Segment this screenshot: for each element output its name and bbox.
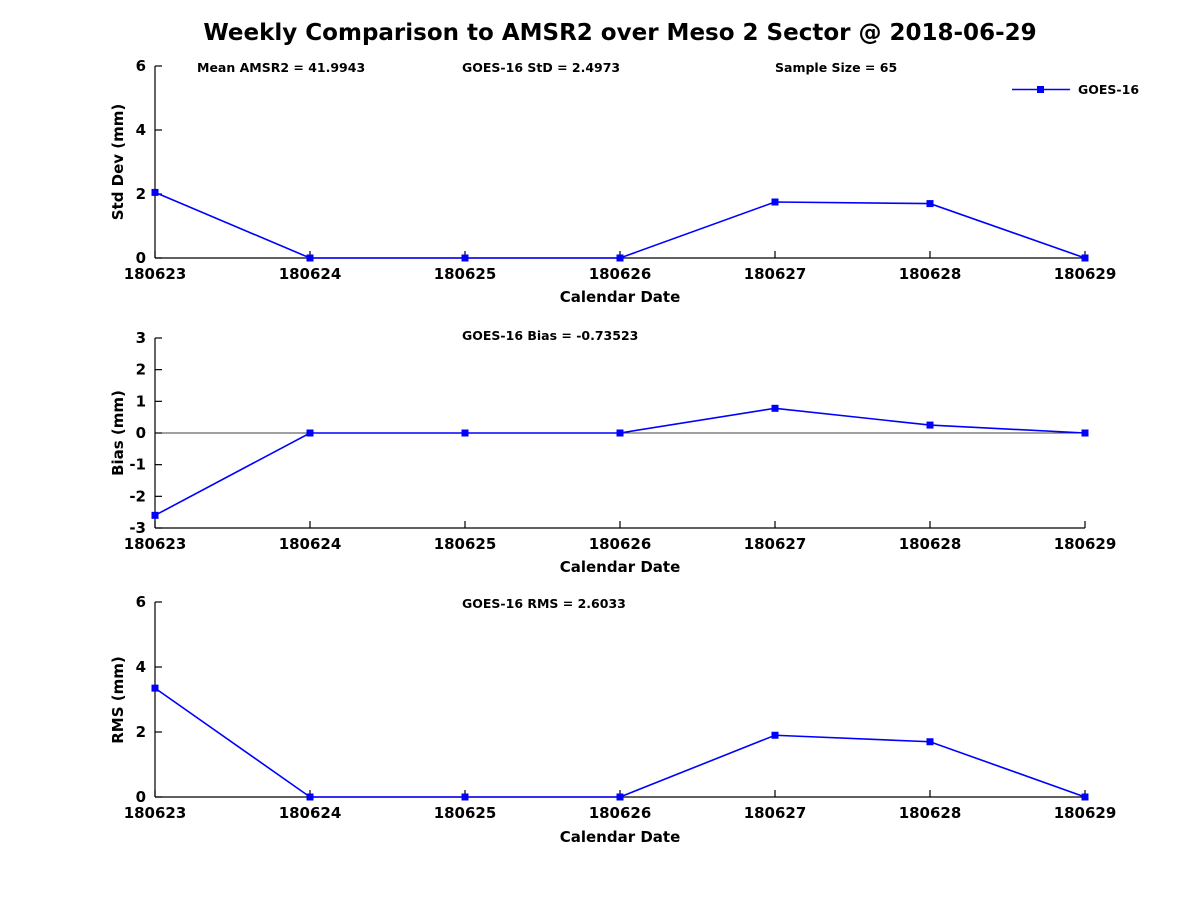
x-tick-label: 180626 [589,535,652,553]
y-tick-label: 3 [136,329,146,347]
x-tick-label: 180625 [434,535,497,553]
y-tick-label: -3 [129,519,146,537]
x-tick-label: 180628 [899,804,962,822]
data-point-marker [771,404,779,412]
x-tick-label: 180624 [279,535,342,553]
data-point-marker [1081,429,1089,437]
y-tick-label: 1 [136,392,146,410]
legend-line-sample [1012,86,1070,93]
data-point-marker [926,200,934,208]
data-point-marker [306,254,314,262]
x-tick-label: 180626 [589,804,652,822]
annotation-mean-amsr2: Mean AMSR2 = 41.9943 [197,60,366,75]
y-tick-label: 0 [136,788,146,806]
data-point-marker [616,254,624,262]
series-line [154,687,1086,798]
bias-plot: -3 -2 -1 0 1 2 3 180623 180624 180625 180626 180627… [124,329,1117,553]
data-point-marker [151,188,159,196]
data-point-marker [616,429,624,437]
data-point-marker [461,793,469,801]
y-tick-label: 2 [136,361,146,379]
x-tick-label: 180623 [124,265,187,283]
y-tick-label: 6 [136,593,146,611]
data-point-marker [771,731,779,739]
x-tick-label: 180624 [279,265,342,283]
data-point-marker [1081,793,1089,801]
x-axis-label-rms: Calendar Date [559,828,681,846]
y-tick-label: 2 [136,185,146,203]
data-point-marker [926,738,934,746]
annotation-sample-size: Sample Size = 65 [775,60,898,75]
x-tick-label: 180625 [434,265,497,283]
x-tick-label: 180629 [1054,265,1117,283]
x-tick-label: 180627 [744,535,807,553]
x-axis-label-stddev: Calendar Date [559,288,681,306]
data-point-marker [771,198,779,206]
x-tick-label: 180625 [434,804,497,822]
x-tick-label: 180627 [744,804,807,822]
x-tick-label: 180629 [1054,535,1117,553]
data-point-marker [926,421,934,429]
x-tick-label: 180629 [1054,804,1117,822]
figure-title: Weekly Comparison to AMSR2 over Meso 2 S… [203,20,1037,46]
x-tick-label: 180623 [124,535,187,553]
annotation-goes16-std: GOES-16 StD = 2.4973 [462,60,621,75]
annotation-goes16-bias: GOES-16 Bias = -0.73523 [462,328,639,343]
data-point-marker [306,429,314,437]
data-point-marker [151,511,159,519]
data-point-marker [616,793,624,801]
data-point-marker [306,793,314,801]
x-tick-label: 180628 [899,535,962,553]
y-tick-label: -2 [129,487,146,505]
y-tick-label: 4 [136,658,146,676]
x-tick-label: 180626 [589,265,652,283]
y-tick-label: -1 [129,456,146,474]
x-tick-label: 180627 [744,265,807,283]
y-tick-label: 0 [136,424,146,442]
rms-plot: 0 2 4 6 180623 180624 180625 180626 180627 180628… [124,593,1117,822]
series-line [154,407,1086,517]
series-line [154,191,1086,259]
y-tick-label: 4 [136,121,146,139]
legend-label: GOES-16 [1078,82,1140,97]
annotation-goes16-rms: GOES-16 RMS = 2.6033 [462,596,626,611]
data-point-marker [461,254,469,262]
data-point-marker [461,429,469,437]
stddev-plot: 0 2 4 6 180623 180624 180625 180626 180627 180628… [124,57,1117,283]
x-axis-label-bias: Calendar Date [559,558,681,576]
legend: GOES-16 [1012,82,1139,97]
y-tick-label: 0 [136,249,146,267]
x-tick-label: 180624 [279,804,342,822]
x-tick-label: 180623 [124,804,187,822]
y-tick-label: 6 [136,57,146,75]
data-point-marker [1081,254,1089,262]
y-tick-label: 2 [136,723,146,741]
x-tick-label: 180628 [899,265,962,283]
data-point-marker [151,684,159,692]
